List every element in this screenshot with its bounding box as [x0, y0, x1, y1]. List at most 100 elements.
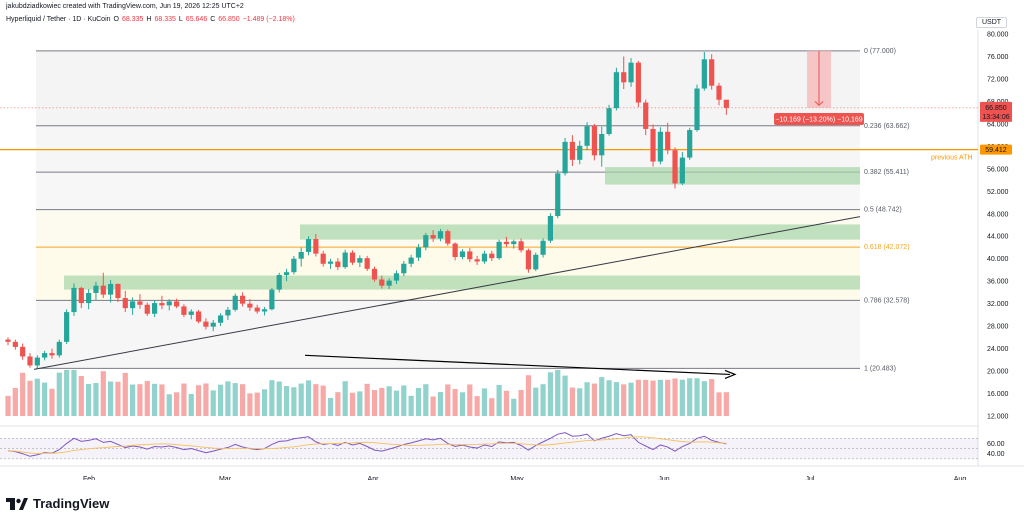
tradingview-logo[interactable]: TradingView — [6, 496, 109, 511]
candle-body — [599, 133, 605, 156]
volume-bar — [643, 379, 649, 416]
price-tick-label: 48.000 — [987, 211, 1009, 218]
candle-body — [357, 258, 363, 263]
brand-name: TradingView — [33, 496, 110, 511]
volume-bar — [130, 384, 136, 416]
fibonacci-retracement: 0 (77.000) 0.236 (63.662) 0.382 (55.411) 0.… — [36, 48, 910, 372]
candle-body — [335, 261, 341, 268]
volume-bar — [606, 380, 612, 416]
low-value: 65.646 — [185, 16, 208, 23]
chart-credit: jakubdziadkowiec created with TradingVie… — [6, 3, 244, 10]
candle-body — [709, 59, 715, 86]
volume-bar — [591, 383, 597, 416]
high-value: 68.335 — [154, 16, 176, 23]
volume-bar — [386, 386, 392, 416]
close-label: C — [210, 16, 216, 23]
candle-body — [217, 315, 224, 323]
volume-bar — [239, 384, 246, 416]
candle-body — [525, 250, 532, 270]
volume-bar — [313, 384, 319, 416]
candle-body — [342, 252, 348, 268]
candle-body — [20, 346, 26, 357]
volume-bar — [672, 378, 678, 416]
time-axis[interactable]: Feb Mar Apr May Jun Jul Aug — [83, 476, 966, 480]
candle-body — [313, 239, 319, 254]
candle-body — [503, 241, 510, 245]
candle-body — [247, 303, 253, 308]
volume-bar — [474, 396, 480, 416]
fib-band — [36, 247, 860, 301]
volume-bar — [283, 386, 290, 416]
price-tick-label: 80.000 — [987, 32, 1009, 39]
volume-bar — [364, 383, 370, 416]
volume-bar — [371, 390, 378, 416]
volume-bar — [518, 389, 524, 416]
candle-body — [298, 251, 304, 259]
rsi-ma-line — [7, 436, 727, 454]
volume-bar — [173, 392, 180, 416]
tradingview-logo-icon — [6, 497, 28, 510]
candle-body — [687, 130, 693, 158]
candle-body — [474, 259, 480, 262]
support-zone — [64, 275, 860, 290]
volume-bar — [393, 390, 400, 416]
volume-bar — [93, 382, 99, 416]
volume-bar — [247, 393, 253, 416]
volume-bar — [327, 397, 334, 416]
candle-body — [173, 301, 180, 307]
candle-body — [269, 289, 275, 310]
previous-ath-label: previous ATH — [931, 155, 973, 162]
rsi-tick-label: 60.00 — [987, 441, 1005, 448]
candle-body — [144, 304, 150, 314]
volume-bar — [467, 384, 473, 416]
volume-bar — [349, 392, 356, 416]
candle-body — [137, 301, 143, 305]
candle-body — [657, 131, 663, 162]
candle-body — [108, 283, 114, 295]
candle-body — [518, 241, 524, 251]
volume-bar — [49, 388, 55, 416]
candle-body — [723, 99, 729, 108]
volume-bar — [584, 382, 590, 416]
time-tick-label: Apr — [368, 476, 380, 480]
symbol-title[interactable]: Hyperliquid / Tether · 1D · KuCoin — [6, 16, 111, 23]
volume-bar — [613, 382, 619, 416]
volume-bar — [540, 384, 546, 416]
arrow-line — [304, 354, 731, 376]
candle-body — [635, 62, 641, 103]
candle-body — [42, 353, 48, 358]
candle-body — [195, 311, 202, 322]
currency-unit-button[interactable]: USDT — [976, 17, 1008, 28]
volume-bar — [687, 378, 693, 416]
candle-body — [232, 295, 238, 310]
candle-body — [159, 303, 165, 306]
candle-body — [430, 235, 436, 239]
volume-bar — [305, 380, 312, 416]
volume-bar — [100, 371, 106, 416]
trend-lines — [33, 216, 861, 379]
price-axis[interactable]: 80.00076.00072.00068.00064.00060.00056.0… — [980, 32, 1012, 459]
candle-body — [86, 292, 92, 304]
open-label: O — [113, 16, 119, 23]
candle-body — [283, 272, 290, 275]
high-label: H — [146, 16, 152, 23]
candle-body — [188, 311, 194, 315]
volume-bar — [562, 375, 568, 416]
candle-body — [349, 252, 356, 263]
candle-body — [364, 258, 370, 269]
volume-bar — [547, 372, 554, 416]
volume-bar — [701, 381, 707, 416]
candle-body — [606, 108, 612, 134]
volume-bar — [694, 378, 700, 416]
candle-body — [408, 257, 414, 264]
volume-bar — [210, 390, 216, 416]
price-tick-label: 36.000 — [987, 279, 1009, 286]
volume-bar — [291, 387, 297, 416]
support-zone — [605, 167, 860, 185]
time-tick-label: Feb — [83, 476, 95, 480]
rsi-tick-label: 40.00 — [987, 451, 1005, 458]
candle-body — [672, 150, 678, 184]
price-chart[interactable]: 0 (77.000) 0.236 (63.662) 0.382 (55.411) 0.… — [0, 0, 1024, 480]
candle-body — [401, 263, 407, 274]
volume-bar — [533, 387, 539, 416]
